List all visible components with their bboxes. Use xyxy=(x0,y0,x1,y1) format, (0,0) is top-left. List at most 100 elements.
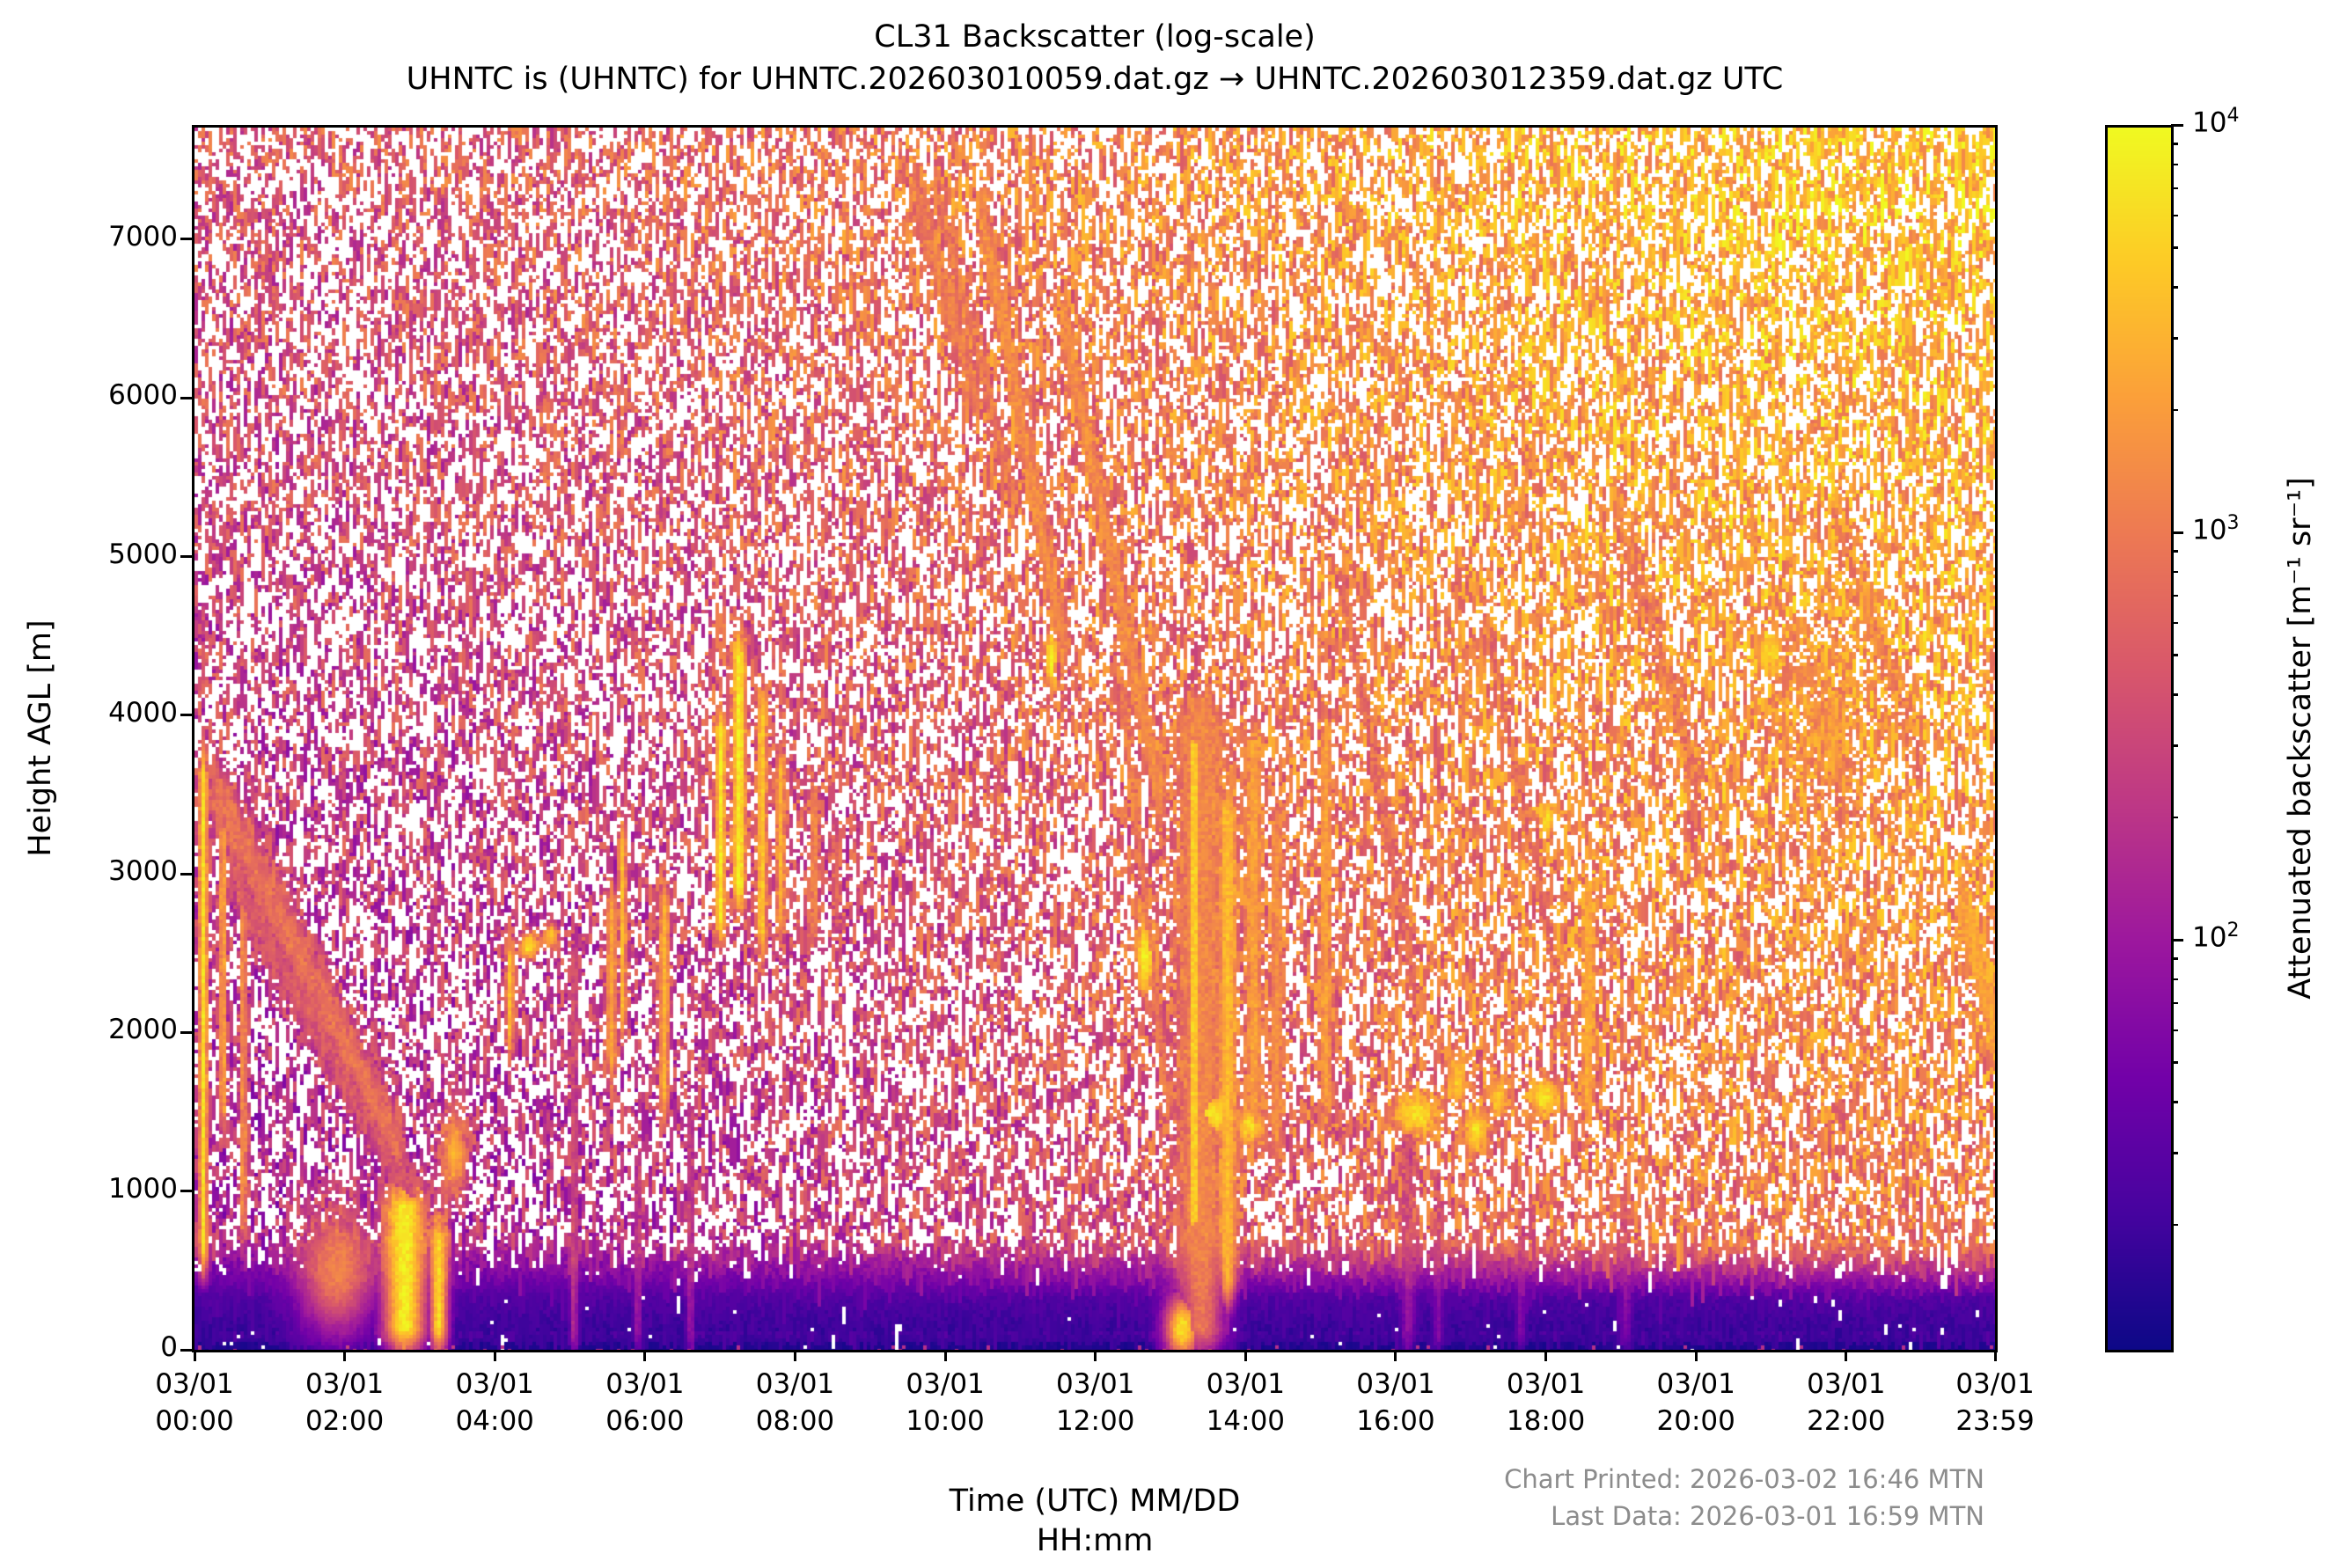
colorbar-minor-tick xyxy=(2171,594,2178,597)
colorbar-minor-tick xyxy=(2171,621,2178,625)
x-tick-label: 03/01 02:00 xyxy=(266,1366,424,1440)
y-tick-mark xyxy=(180,1348,192,1352)
colorbar-minor-tick xyxy=(2171,654,2178,656)
colorbar-major-tick xyxy=(2171,531,2183,534)
y-tick-mark xyxy=(180,1030,192,1034)
x-tick-mark xyxy=(1544,1350,1548,1361)
colorbar-tick-base: 10 xyxy=(2192,921,2227,954)
x-tick-label: 03/01 10:00 xyxy=(866,1366,1024,1440)
colorbar-tick-base: 10 xyxy=(2192,106,2227,139)
y-tick-label: 6000 xyxy=(108,379,178,412)
colorbar-minor-tick xyxy=(2171,1152,2178,1154)
x-tick-mark xyxy=(1243,1350,1247,1361)
y-tick-label: 1000 xyxy=(108,1172,178,1205)
footer-printed: Chart Printed: 2026-03-02 16:46 MTN xyxy=(1504,1464,1984,1494)
y-tick-label: 0 xyxy=(160,1331,178,1363)
x-tick-label: 03/01 08:00 xyxy=(715,1366,874,1440)
x-tick-label: 03/01 04:00 xyxy=(415,1366,574,1440)
colorbar-label: Attenuated backscatter [m⁻¹ sr⁻¹] xyxy=(2283,477,2318,1000)
colorbar-tick-base: 10 xyxy=(2192,514,2227,546)
colorbar-minor-tick xyxy=(2171,1029,2178,1032)
x-tick-label: 03/01 00:00 xyxy=(115,1366,274,1440)
y-tick-label: 3000 xyxy=(108,855,178,888)
x-tick-time: 10:00 xyxy=(906,1405,985,1437)
colorbar-minor-tick xyxy=(2171,214,2178,217)
colorbar-minor-tick xyxy=(2171,550,2178,553)
colorbar-canvas xyxy=(2108,128,2171,1350)
x-tick-date: 03/01 xyxy=(155,1368,234,1400)
x-tick-time: 20:00 xyxy=(1656,1405,1735,1437)
x-tick-time: 02:00 xyxy=(304,1405,385,1437)
x-tick-date: 03/01 xyxy=(1056,1368,1135,1400)
x-tick-date: 03/01 xyxy=(605,1368,685,1400)
x-tick-date: 03/01 xyxy=(304,1368,385,1400)
x-tick-mark xyxy=(493,1350,496,1361)
colorbar-minor-tick xyxy=(2171,1001,2178,1005)
y-tick-label: 7000 xyxy=(108,220,178,253)
x-tick-label: 03/01 14:00 xyxy=(1166,1366,1324,1440)
colorbar-tick-exponent: 3 xyxy=(2226,512,2240,534)
x-axis-label: Time (UTC) MM/DD HH:mm xyxy=(194,1482,1995,1561)
colorbar-tick-label: 104 xyxy=(2192,105,2239,138)
x-tick-time: 18:00 xyxy=(1506,1405,1586,1437)
colorbar-tick-label: 103 xyxy=(2192,512,2239,546)
colorbar-minor-tick xyxy=(2171,978,2178,981)
x-tick-time: 23:59 xyxy=(1955,1405,2035,1437)
x-tick-date: 03/01 xyxy=(455,1368,534,1400)
y-tick-mark xyxy=(180,555,192,559)
colorbar-major-tick xyxy=(2171,123,2183,127)
colorbar-minor-tick xyxy=(2171,693,2178,696)
x-tick-label: 03/01 23:59 xyxy=(1916,1366,2074,1440)
x-tick-time: 12:00 xyxy=(1056,1405,1135,1437)
colorbar-minor-tick xyxy=(2171,286,2178,289)
footer-lastdata: Last Data: 2026-03-01 16:59 MTN xyxy=(1551,1501,1984,1531)
colorbar-tick-exponent: 4 xyxy=(2226,105,2240,127)
colorbar-minor-tick xyxy=(2171,187,2178,190)
x-tick-mark xyxy=(943,1350,947,1361)
x-tick-label: 03/01 20:00 xyxy=(1617,1366,1775,1440)
y-tick-mark xyxy=(180,396,192,399)
colorbar-major-tick xyxy=(2171,938,2183,942)
chart-title: CL31 Backscatter (log-scale) xyxy=(874,19,1316,55)
colorbar-minor-tick xyxy=(2171,1061,2178,1064)
y-tick-mark xyxy=(180,1190,192,1193)
x-tick-date: 03/01 xyxy=(1356,1368,1435,1400)
x-tick-mark xyxy=(343,1350,347,1361)
x-tick-label: 03/01 22:00 xyxy=(1767,1366,1926,1440)
y-tick-label: 4000 xyxy=(108,696,178,729)
x-tick-label: 03/01 18:00 xyxy=(1467,1366,1625,1440)
x-tick-time: 08:00 xyxy=(755,1405,835,1437)
colorbar-minor-tick xyxy=(2171,570,2178,574)
colorbar-minor-tick xyxy=(2171,957,2178,960)
colorbar-minor-tick xyxy=(2171,1101,2178,1103)
chart-subtitle: UHNTC is (UHNTC) for UHNTC.202603010059.… xyxy=(406,62,1784,97)
x-tick-mark xyxy=(1694,1350,1698,1361)
colorbar-minor-tick xyxy=(2171,246,2178,249)
x-tick-mark xyxy=(193,1350,196,1361)
colorbar-minor-tick xyxy=(2171,1223,2178,1227)
y-tick-mark xyxy=(180,714,192,717)
x-tick-date: 03/01 xyxy=(1955,1368,2035,1400)
colorbar-minor-tick xyxy=(2171,744,2178,747)
colorbar-minor-tick xyxy=(2171,408,2178,412)
x-tick-date: 03/01 xyxy=(1506,1368,1586,1400)
colorbar-minor-tick xyxy=(2171,816,2178,819)
x-tick-time: 16:00 xyxy=(1356,1405,1435,1437)
x-tick-mark xyxy=(643,1350,647,1361)
colorbar-tick-exponent: 2 xyxy=(2226,920,2240,942)
x-tick-mark xyxy=(1845,1350,1848,1361)
x-tick-date: 03/01 xyxy=(1807,1368,1886,1400)
colorbar-minor-tick xyxy=(2171,337,2178,340)
y-tick-mark xyxy=(180,872,192,876)
x-tick-time: 14:00 xyxy=(1206,1405,1286,1437)
colorbar-tick-label: 102 xyxy=(2192,920,2239,953)
y-tick-label: 2000 xyxy=(108,1014,178,1046)
x-tick-date: 03/01 xyxy=(755,1368,835,1400)
x-axis-label-line1: Time (UTC) MM/DD xyxy=(949,1484,1241,1519)
x-tick-time: 22:00 xyxy=(1807,1405,1886,1437)
colorbar-minor-tick xyxy=(2171,143,2178,145)
x-tick-time: 04:00 xyxy=(455,1405,534,1437)
x-tick-label: 03/01 06:00 xyxy=(566,1366,724,1440)
backscatter-heatmap-canvas xyxy=(194,128,1995,1350)
x-tick-date: 03/01 xyxy=(906,1368,985,1400)
